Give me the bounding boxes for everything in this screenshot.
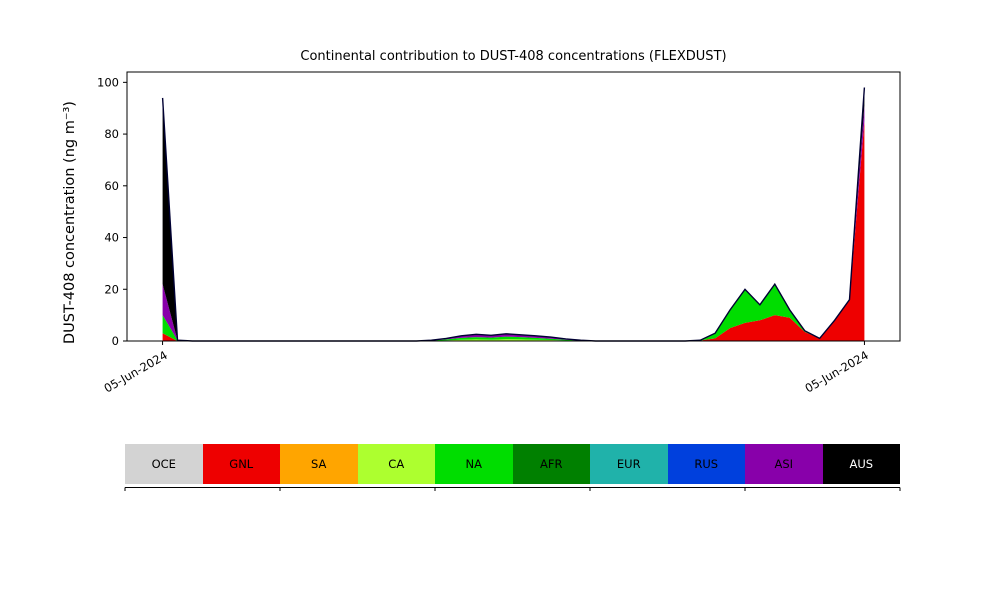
- legend-item-asi: ASI: [745, 444, 823, 484]
- y-tick-label: 60: [104, 179, 119, 193]
- y-axis-label: DUST-408 concentration (ng m⁻³): [62, 101, 78, 344]
- y-tick-label: 100: [97, 75, 119, 89]
- legend-item-rus: RUS: [667, 444, 745, 484]
- legend-item-eur: EUR: [590, 444, 668, 484]
- area-NA: [162, 121, 865, 341]
- legend-item-gnl: GNL: [202, 444, 280, 484]
- legend-item-oce: OCE: [125, 444, 203, 484]
- legend-item-afr: AFR: [512, 444, 590, 484]
- legend-item-sa: SA: [280, 444, 358, 484]
- axes-box: [126, 71, 901, 342]
- legend-item-ca: CA: [357, 444, 435, 484]
- chart-title: Continental contribution to DUST-408 con…: [300, 49, 727, 64]
- y-tick-label: 40: [104, 231, 119, 245]
- legend: OCE GNL SA CA NA AFR EUR RUS ASI AUS: [125, 444, 900, 484]
- legend-item-na: NA: [435, 444, 513, 484]
- y-tick-label: 0: [112, 334, 119, 348]
- area-AUS: [162, 87, 865, 341]
- legend-item-aus: AUS: [822, 444, 900, 484]
- y-tick-label: 80: [104, 127, 119, 141]
- total-line: [161, 87, 866, 342]
- y-tick-label: 20: [104, 282, 119, 296]
